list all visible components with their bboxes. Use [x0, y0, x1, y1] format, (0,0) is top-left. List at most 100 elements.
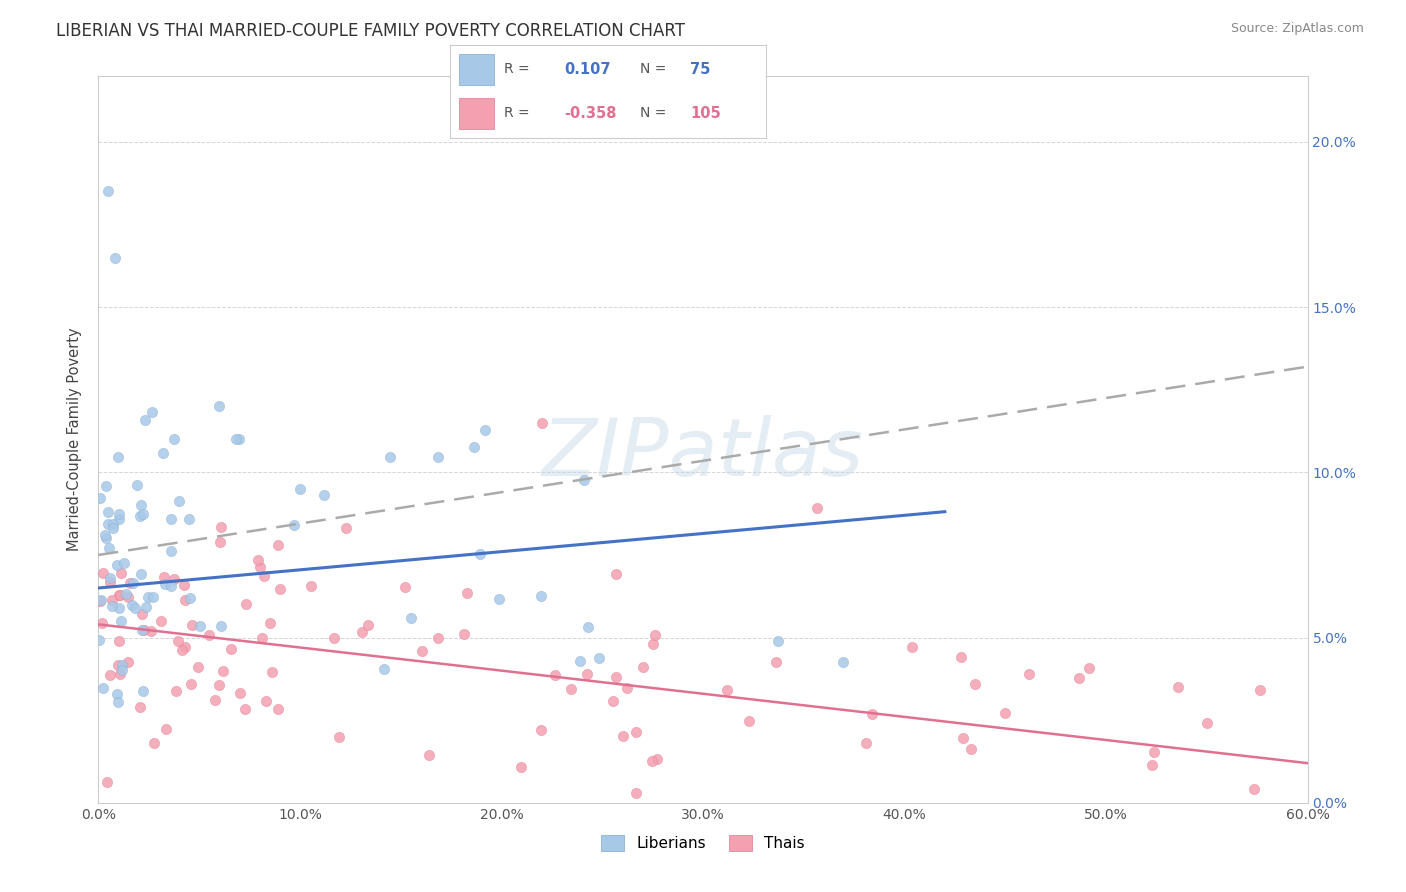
Point [181, 618, 204, 632]
Point [488, 591, 510, 606]
Point [172, 642, 194, 657]
Point [97, 517, 120, 532]
Point [631, 660, 654, 674]
Point [1018, 667, 1040, 681]
Point [169, 494, 191, 508]
Point [738, 714, 761, 729]
Point [90, 616, 112, 631]
Point [378, 450, 401, 464]
Point [163, 572, 186, 586]
Point [768, 634, 790, 648]
Point [644, 628, 666, 642]
Point [98, 571, 121, 585]
Point [108, 588, 131, 602]
Point [418, 747, 440, 762]
Point [994, 706, 1017, 721]
Point [134, 413, 156, 427]
Text: 0.107: 0.107 [564, 62, 610, 77]
Point [1078, 661, 1101, 675]
Point [131, 567, 153, 582]
Point [150, 614, 173, 628]
Point [112, 556, 135, 570]
FancyBboxPatch shape [460, 98, 495, 129]
Point [105, 687, 128, 701]
Point [153, 570, 176, 584]
Point [647, 752, 669, 766]
Point [108, 667, 131, 681]
Point [160, 579, 183, 593]
Point [640, 754, 662, 768]
Point [249, 560, 271, 574]
Point [129, 508, 152, 523]
Point [576, 620, 599, 634]
Point [128, 700, 150, 714]
Point [352, 624, 374, 639]
Point [576, 667, 599, 681]
Point [235, 702, 257, 716]
Point [250, 632, 273, 646]
Point [111, 663, 134, 677]
Text: N =: N = [640, 106, 666, 120]
Point [115, 586, 138, 600]
Legend: Liberians, Thais: Liberians, Thais [595, 829, 811, 857]
Point [716, 683, 738, 698]
Point [335, 521, 357, 535]
Point [312, 488, 335, 502]
Point [89, 632, 111, 647]
Point [246, 553, 269, 567]
Point [208, 678, 231, 692]
Point [101, 516, 124, 531]
Point [120, 575, 142, 590]
Point [155, 722, 177, 736]
Point [260, 665, 283, 680]
Point [101, 521, 124, 535]
Point [209, 519, 232, 533]
Point [108, 507, 131, 521]
Text: Source: ZipAtlas.com: Source: ZipAtlas.com [1230, 22, 1364, 36]
Point [254, 694, 277, 708]
Point [299, 579, 322, 593]
Point [530, 589, 553, 603]
FancyBboxPatch shape [460, 54, 495, 85]
Point [602, 693, 624, 707]
Point [1195, 715, 1218, 730]
Point [96, 531, 118, 545]
Point [411, 644, 433, 658]
Point [187, 660, 209, 674]
Point [427, 450, 450, 464]
Point [860, 706, 883, 721]
Point [612, 729, 634, 743]
Point [103, 251, 125, 265]
Point [174, 640, 197, 655]
Point [560, 681, 582, 696]
Point [91, 566, 114, 580]
Point [624, 786, 647, 800]
Point [831, 655, 853, 669]
Point [152, 446, 174, 460]
Point [1140, 757, 1163, 772]
Point [323, 631, 346, 645]
Point [855, 736, 877, 750]
Point [141, 405, 163, 419]
Point [605, 670, 627, 684]
Point [98, 668, 121, 682]
Point [162, 433, 184, 447]
Point [89, 593, 111, 607]
Point [399, 611, 422, 625]
Point [765, 655, 787, 669]
Point [605, 567, 627, 582]
Text: 105: 105 [690, 106, 721, 121]
Point [90, 593, 112, 607]
Point [155, 577, 177, 591]
Text: -0.358: -0.358 [564, 106, 616, 121]
Point [108, 600, 131, 615]
Point [110, 566, 132, 581]
Point [1143, 745, 1166, 759]
Point [142, 590, 165, 604]
Point [166, 634, 188, 648]
Point [328, 730, 350, 744]
Point [124, 601, 146, 615]
Point [121, 598, 143, 612]
Point [132, 623, 155, 637]
Point [131, 683, 153, 698]
